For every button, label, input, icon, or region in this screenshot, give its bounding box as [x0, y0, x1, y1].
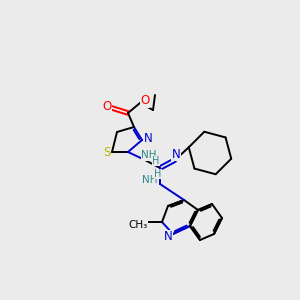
Text: N: N — [164, 230, 172, 244]
Text: NH: NH — [141, 150, 157, 160]
Text: N: N — [172, 148, 180, 160]
Text: S: S — [103, 146, 111, 158]
Text: H: H — [152, 156, 160, 166]
Text: CH₃: CH₃ — [128, 220, 148, 230]
Text: O: O — [140, 94, 150, 107]
Text: NH: NH — [142, 175, 158, 185]
Text: H: H — [154, 169, 162, 179]
Text: N: N — [144, 131, 152, 145]
Text: O: O — [102, 100, 112, 113]
